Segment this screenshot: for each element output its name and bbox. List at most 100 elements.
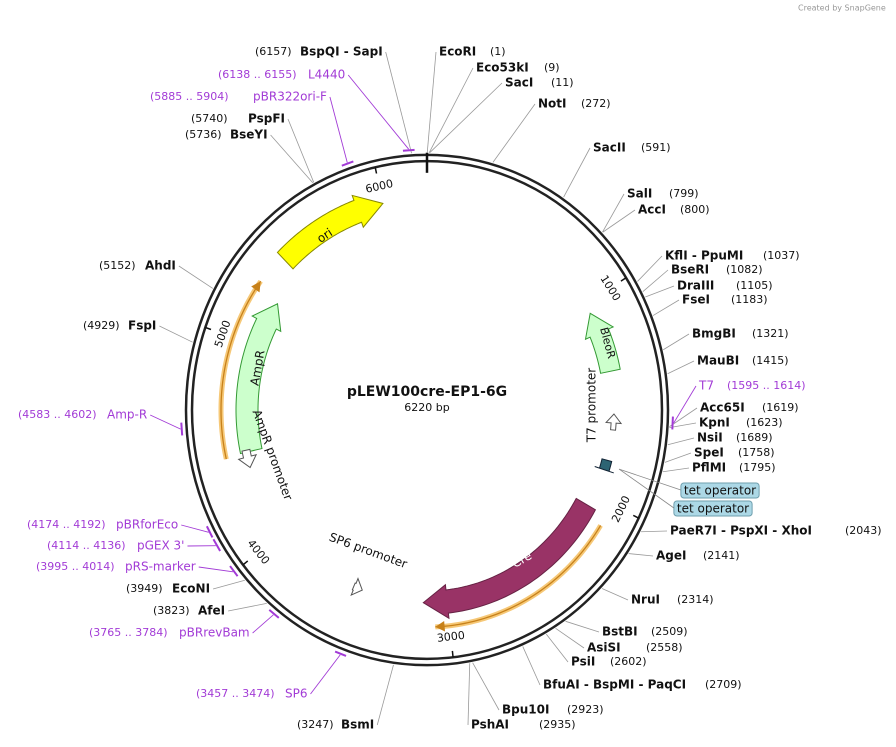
enzyme-position: (1758) [738,446,775,459]
feature-label: tet operator [684,484,756,498]
feature-t7-promoter [606,414,621,430]
enzyme-position: (1) [490,45,506,58]
enzyme-name: Eco53kI [476,61,529,75]
enzyme-leader [159,326,192,342]
enzyme-name: EcoNI [172,582,210,596]
primer-range: (6138 .. 6155) [218,68,297,81]
enzyme-position: (1619) [762,401,799,414]
enzyme-leader [602,589,628,600]
primer-range: (4583 .. 4602) [18,408,97,421]
enzyme-leader [603,194,624,232]
enzyme-position: (272) [581,97,611,110]
enzyme-position: (2043) [845,524,882,537]
enzyme-name: BmgBI [692,327,736,341]
primer-leader [311,655,341,694]
enzyme-name: PsiI [571,655,595,669]
enzyme-leader [493,104,535,162]
primer-leader [348,75,408,149]
enzyme-name: BseRI [671,263,709,277]
enzyme-position: (1105) [736,279,773,292]
enzyme-position: (2314) [677,593,714,606]
enzyme-name: NruI [631,593,660,607]
enzyme-name: EcoRI [439,45,476,59]
enzyme-leader [645,286,674,297]
ring-tick-label: 6000 [364,177,394,196]
map-length: 6220 bp [404,401,449,414]
enzyme-leader [523,646,540,685]
enzyme-position: (5152) [99,259,136,272]
primer-mark [672,417,673,430]
enzyme-name: AgeI [656,549,686,563]
enzyme-leader [556,628,584,648]
enzyme-name: SacI [505,76,533,90]
enzyme-leader [179,266,213,288]
primer-range: (3457 .. 3474) [196,687,275,700]
enzyme-leader [603,210,635,232]
enzyme-name: SalI [627,187,652,201]
enzyme-name: NsiI [697,431,723,445]
enzyme-name: BstBI [602,625,638,639]
enzyme-position: (2602) [610,655,647,668]
enzyme-name: Bpu10I [502,703,549,717]
primer-name: pGEX 3' [137,539,184,553]
enzyme-position: (1795) [739,461,776,474]
enzyme-leader [213,580,245,589]
enzyme-name: DraIII [677,279,714,293]
primer-mark [335,652,346,656]
primer-range: (4114 .. 4136) [47,539,126,552]
enzyme-leader [429,68,473,153]
enzyme-position: (2558) [646,641,683,654]
enzyme-position: (2709) [705,678,742,691]
enzyme-name: PshAI [471,718,509,732]
enzyme-position: (5736) [185,128,222,141]
enzyme-name: BsmI [341,718,374,732]
enzyme-leader [473,663,499,710]
ring-tick-label: 2000 [609,494,633,525]
enzyme-leader [665,453,691,462]
enzyme-position: (11) [551,76,574,89]
enzyme-position: (5740) [191,112,228,125]
primer-name: T7 [698,379,714,393]
enzyme-leader [668,438,694,445]
feature-label: T7 promoter [585,368,599,444]
primer-leader [199,567,233,572]
enzyme-name: AfeI [198,604,225,618]
enzyme-name: NotI [538,97,567,111]
enzyme-position: (2923) [567,703,604,716]
map-title: pLEW100cre-EP1-6G [347,384,507,400]
primer-leader [181,525,208,532]
enzyme-name: AhdI [145,259,176,273]
primer-name: pBR322ori-F [253,90,327,104]
enzyme-position: (799) [669,187,699,200]
enzyme-name: FspI [128,319,156,333]
enzyme-position: (2141) [703,549,740,562]
primer-leader [253,615,274,633]
enzyme-name: SacII [593,141,626,155]
primer-name: L4440 [308,68,345,82]
primer-range: (3995 .. 4014) [36,560,115,573]
enzyme-leader [566,621,599,632]
enzyme-position: (3949) [126,582,163,595]
enzyme-leader [228,603,267,611]
enzyme-leader [430,83,502,153]
enzyme-leader [288,119,314,182]
ring-tick [633,515,638,518]
feature-sp6-promoter [351,579,362,596]
enzyme-name: FseI [682,293,710,307]
enzyme-name: AccI [638,203,666,217]
enzyme-name: KpnI [699,416,730,430]
enzyme-leader [663,468,689,472]
enzyme-name: AsiSI [587,641,621,655]
primer-leader [330,97,347,162]
feature-label: SP6 promoter [327,530,409,571]
primer-name: Amp-R [107,408,147,422]
enzyme-leader [668,361,694,374]
enzyme-leader [629,554,653,556]
primer-leader [150,415,180,429]
primer-name: pBRforEco [116,518,178,532]
enzyme-leader [546,634,568,662]
enzyme-name: PspFI [248,112,285,126]
primer-name: SP6 [285,687,308,701]
feature-label: tet operator [677,502,749,516]
primer-leader [674,386,696,423]
